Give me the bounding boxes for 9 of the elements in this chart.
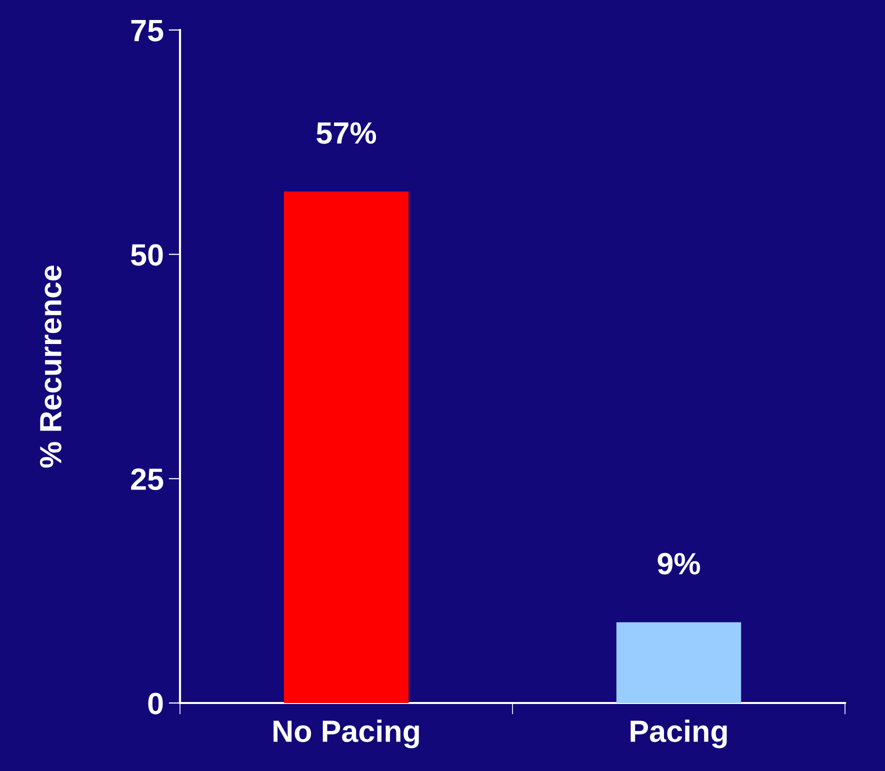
data-label: 9%	[658, 552, 700, 575]
x-tick-label: Pacing	[630, 720, 727, 748]
y-tick-label: 25	[131, 468, 164, 490]
y-tick-label: 0	[148, 692, 163, 714]
y-axis-title: % Recurrence	[40, 266, 62, 468]
data-label: 57%	[316, 122, 376, 144]
y-tick-label: 75	[131, 20, 164, 42]
x-tick-label: No Pacing	[274, 720, 419, 748]
y-tick-label: 50	[130, 244, 163, 266]
